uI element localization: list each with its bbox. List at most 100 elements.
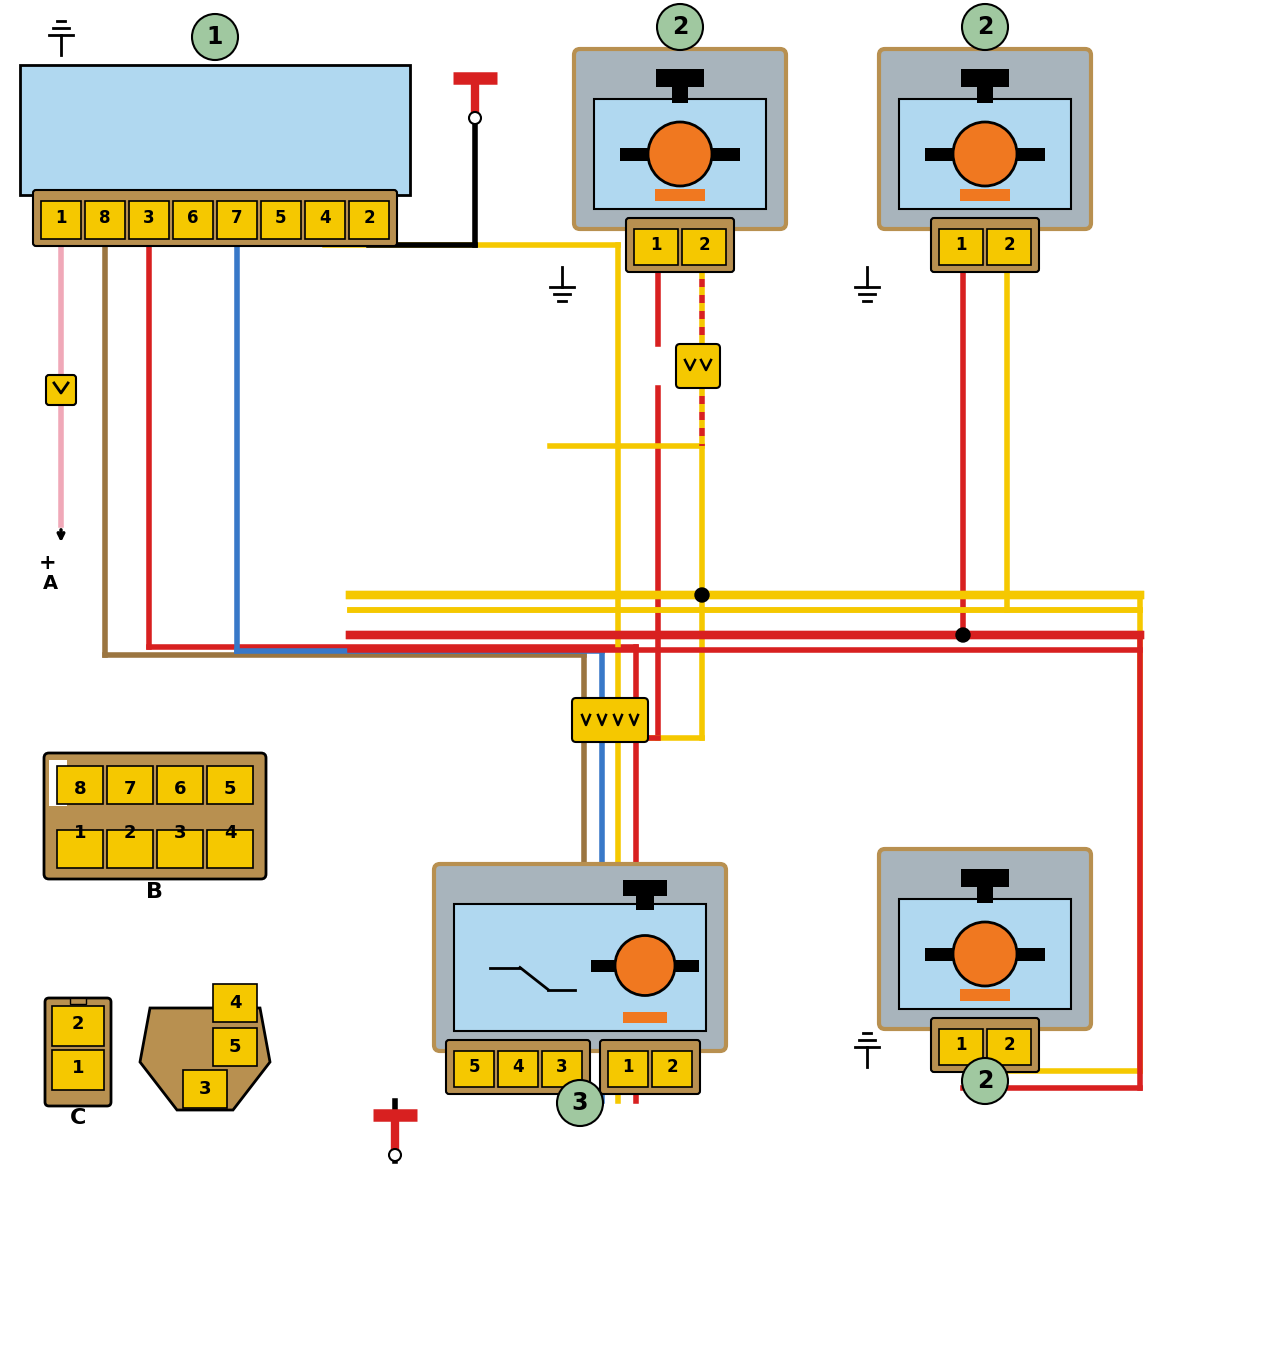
Circle shape xyxy=(192,14,238,60)
Bar xyxy=(925,947,954,961)
Text: 1: 1 xyxy=(74,823,86,842)
Bar xyxy=(675,960,699,972)
Circle shape xyxy=(963,4,1009,50)
FancyBboxPatch shape xyxy=(45,998,111,1106)
FancyBboxPatch shape xyxy=(44,753,266,879)
Bar xyxy=(1018,947,1044,961)
Bar xyxy=(608,1051,648,1087)
Bar xyxy=(454,1051,494,1087)
Text: 6: 6 xyxy=(174,780,187,798)
Text: 2: 2 xyxy=(364,210,375,227)
Text: 7: 7 xyxy=(232,210,243,227)
Bar xyxy=(454,904,707,1032)
Text: 2: 2 xyxy=(72,1015,84,1033)
Bar xyxy=(940,229,983,265)
Text: A: A xyxy=(44,573,58,592)
Bar xyxy=(657,69,704,87)
Text: 1: 1 xyxy=(55,210,67,227)
Bar xyxy=(682,229,726,265)
Text: 2: 2 xyxy=(1004,235,1015,255)
FancyBboxPatch shape xyxy=(33,191,397,246)
FancyBboxPatch shape xyxy=(445,1040,590,1094)
Text: 7: 7 xyxy=(124,780,136,798)
Text: 5: 5 xyxy=(275,210,287,227)
Bar xyxy=(899,900,1071,1009)
FancyBboxPatch shape xyxy=(879,49,1091,229)
Bar xyxy=(960,189,1010,201)
Text: 1: 1 xyxy=(72,1059,84,1077)
Bar xyxy=(157,830,204,868)
Bar xyxy=(960,989,1010,1000)
Bar xyxy=(52,1006,104,1047)
Bar xyxy=(84,201,125,240)
Text: 4: 4 xyxy=(229,994,241,1013)
Bar xyxy=(987,229,1030,265)
Polygon shape xyxy=(140,1009,270,1111)
Bar xyxy=(977,78,993,103)
Bar xyxy=(41,201,81,240)
FancyBboxPatch shape xyxy=(46,376,76,406)
Text: 1: 1 xyxy=(650,235,662,255)
FancyBboxPatch shape xyxy=(676,344,719,388)
Circle shape xyxy=(954,921,1018,985)
Text: 1: 1 xyxy=(622,1057,634,1077)
Circle shape xyxy=(954,122,1018,186)
Text: 6: 6 xyxy=(187,210,198,227)
Circle shape xyxy=(963,1057,1009,1104)
Text: 1: 1 xyxy=(955,1036,966,1053)
Bar xyxy=(207,830,253,868)
Bar xyxy=(70,998,86,1004)
Bar xyxy=(305,201,346,240)
Bar xyxy=(961,69,1009,87)
Text: 5: 5 xyxy=(224,780,237,798)
FancyBboxPatch shape xyxy=(931,1018,1039,1072)
Bar xyxy=(58,830,102,868)
Circle shape xyxy=(657,4,703,50)
Circle shape xyxy=(956,627,970,642)
Text: 1: 1 xyxy=(207,24,223,49)
Bar xyxy=(712,147,740,161)
Circle shape xyxy=(648,122,712,186)
FancyBboxPatch shape xyxy=(573,49,786,229)
Text: 5: 5 xyxy=(229,1038,241,1056)
Bar xyxy=(261,201,301,240)
Bar xyxy=(652,1051,692,1087)
Circle shape xyxy=(557,1081,603,1126)
Bar xyxy=(58,766,102,804)
FancyBboxPatch shape xyxy=(434,864,726,1051)
FancyBboxPatch shape xyxy=(600,1040,700,1094)
Bar xyxy=(108,830,154,868)
Text: 3: 3 xyxy=(174,823,187,842)
Text: 3: 3 xyxy=(143,210,155,227)
Text: B: B xyxy=(146,882,164,902)
Text: 5: 5 xyxy=(468,1057,480,1077)
Bar xyxy=(52,1049,104,1090)
Bar xyxy=(623,881,667,896)
Bar xyxy=(961,870,1009,887)
Bar xyxy=(899,99,1071,210)
FancyBboxPatch shape xyxy=(572,698,648,742)
Bar xyxy=(207,766,253,804)
Text: 4: 4 xyxy=(319,210,330,227)
Text: +: + xyxy=(38,553,56,573)
Bar xyxy=(173,201,212,240)
Circle shape xyxy=(614,935,675,995)
Text: 2: 2 xyxy=(977,1068,993,1093)
Circle shape xyxy=(695,588,709,602)
Bar xyxy=(349,201,389,240)
Circle shape xyxy=(389,1149,401,1161)
Bar xyxy=(129,201,169,240)
Bar xyxy=(655,189,705,201)
Bar xyxy=(925,147,954,161)
Bar xyxy=(218,201,257,240)
Bar xyxy=(541,1051,582,1087)
Text: 2: 2 xyxy=(1004,1036,1015,1053)
FancyBboxPatch shape xyxy=(879,849,1091,1029)
Bar xyxy=(591,960,614,972)
Bar xyxy=(49,759,67,806)
Bar xyxy=(594,99,765,210)
Text: 2: 2 xyxy=(977,15,993,39)
Bar xyxy=(183,1070,227,1108)
Bar xyxy=(977,876,993,902)
Text: 4: 4 xyxy=(512,1057,524,1077)
